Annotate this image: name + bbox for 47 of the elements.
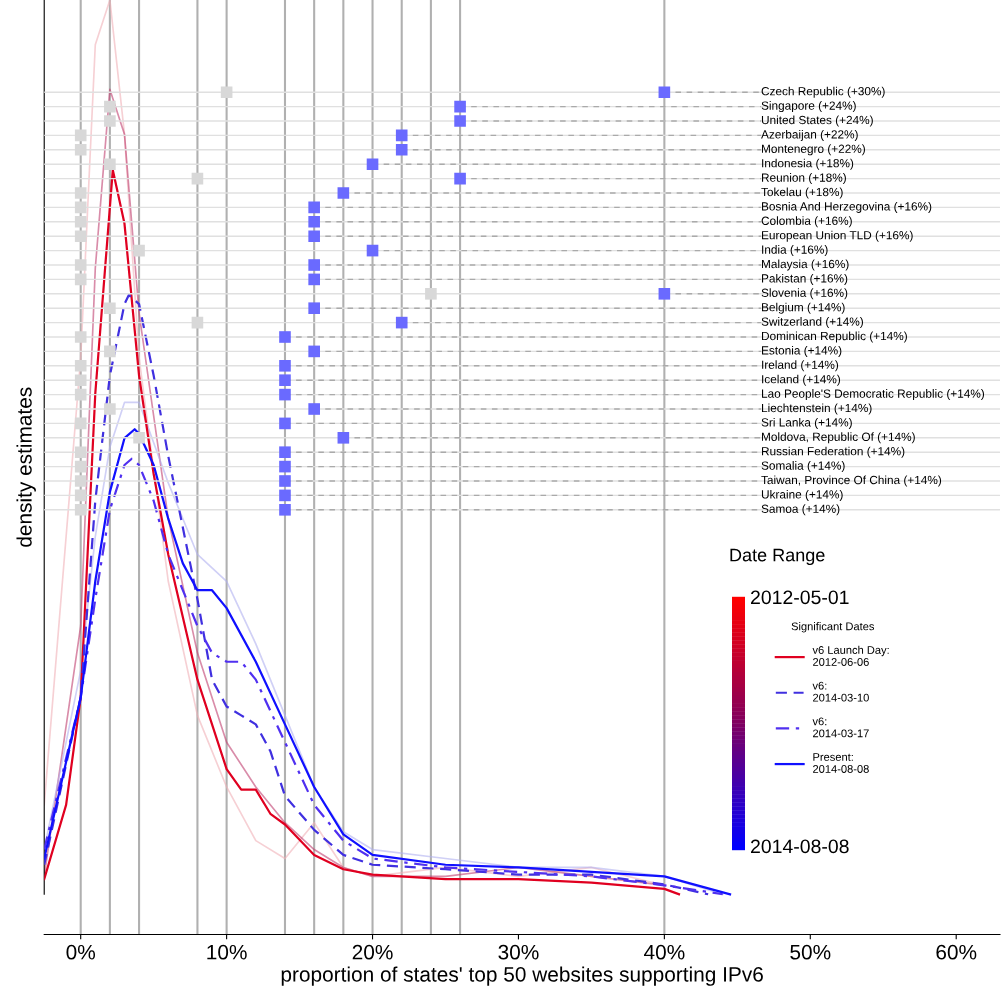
annotation: 2012-05-01 [751,590,849,605]
category-label: Bosnia And Herzegovina (+16%) [762,201,932,213]
category-label: United States (+24%) [761,115,873,127]
x-axis-title: proportion of states' top 50 websites supporting IPv6 [281,966,763,986]
legend-label: v6: 2014-03-17 [812,717,869,738]
category-label: Singapore (+24%) [761,101,856,113]
legend-title: Significant Dates [791,622,875,633]
category-label: European Union TLD (+16%) [762,230,913,242]
x-tick-label: 20% [352,944,393,960]
category-label: Liechtenstein (+14%) [762,403,872,415]
category-label: Samoa (+14%) [761,504,840,516]
category-label: Malaysia (+16%) [762,259,849,271]
y-axis-title: density estimates [16,387,36,547]
category-label: Ireland (+14%) [762,360,839,372]
x-tick-label: 50% [790,944,831,960]
annotation: 2014-08-08 [751,839,849,854]
category-label: Montenegro (+22%) [762,144,865,156]
category-label: Estonia (+14%) [762,345,842,357]
category-label: Indonesia (+18%) [762,158,854,170]
color-bar-title: Date Range [730,548,825,565]
x-tick-label: 40% [644,944,685,960]
legend-label: v6 Launch Day: 2012-06-06 [812,645,889,666]
category-label: Iceland (+14%) [762,374,841,386]
category-label: Reunion (+18%) [762,173,846,185]
category-label: Belgium (+14%) [762,302,845,314]
category-label: Sri Lanka (+14%) [761,417,852,429]
x-tick-label: 0% [66,944,96,960]
category-label: Colombia (+16%) [761,216,852,228]
category-label: Pakistan (+16%) [762,273,848,285]
x-tick-label: 10% [207,944,247,960]
category-label: Azerbaijan (+22%) [761,129,858,141]
category-label: Czech Republic (+30%) [761,86,885,98]
x-tick-label: 30% [498,944,539,960]
category-label: Dominican Republic (+14%) [762,331,907,343]
category-label: Russian Federation (+14%) [762,446,905,458]
category-label: Lao People'S Democratic Republic (+14%) [762,389,985,401]
category-label: Tokelau (+18%) [761,187,843,199]
category-label: Switzerland (+14%) [761,317,863,329]
category-label: Slovenia (+16%) [761,288,848,300]
category-label: Taiwan, Province Of China (+14%) [761,475,942,487]
legend-label: v6: 2014-03-10 [812,681,869,702]
x-tick-label: 60% [936,944,977,960]
category-label: Ukraine (+14%) [761,489,843,501]
category-label: Somalia (+14%) [761,461,845,473]
legend-label: Present: 2014-08-08 [813,753,869,773]
category-label: Moldova, Republic Of (+14%) [762,432,915,444]
category-label: India (+16%) [762,245,828,257]
